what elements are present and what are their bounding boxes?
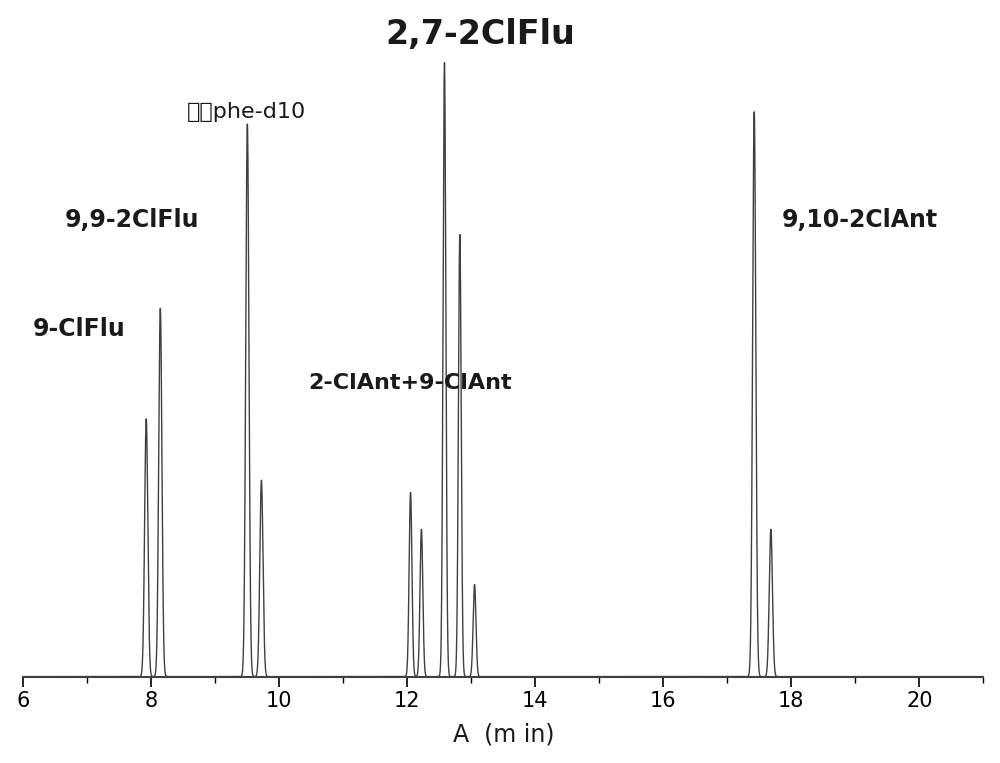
Text: 2-ClAnt+9-ClAnt: 2-ClAnt+9-ClAnt [308,373,512,393]
Text: 9,9-2ClFlu: 9,9-2ClFlu [65,208,199,232]
Text: 2,7-2ClFlu: 2,7-2ClFlu [385,18,575,51]
Text: 内标phe-d10: 内标phe-d10 [187,102,306,122]
Text: 9,10-2ClAnt: 9,10-2ClAnt [782,208,938,232]
Text: 9-ClFlu: 9-ClFlu [33,317,126,342]
X-axis label: A  (m in): A (m in) [453,723,554,746]
